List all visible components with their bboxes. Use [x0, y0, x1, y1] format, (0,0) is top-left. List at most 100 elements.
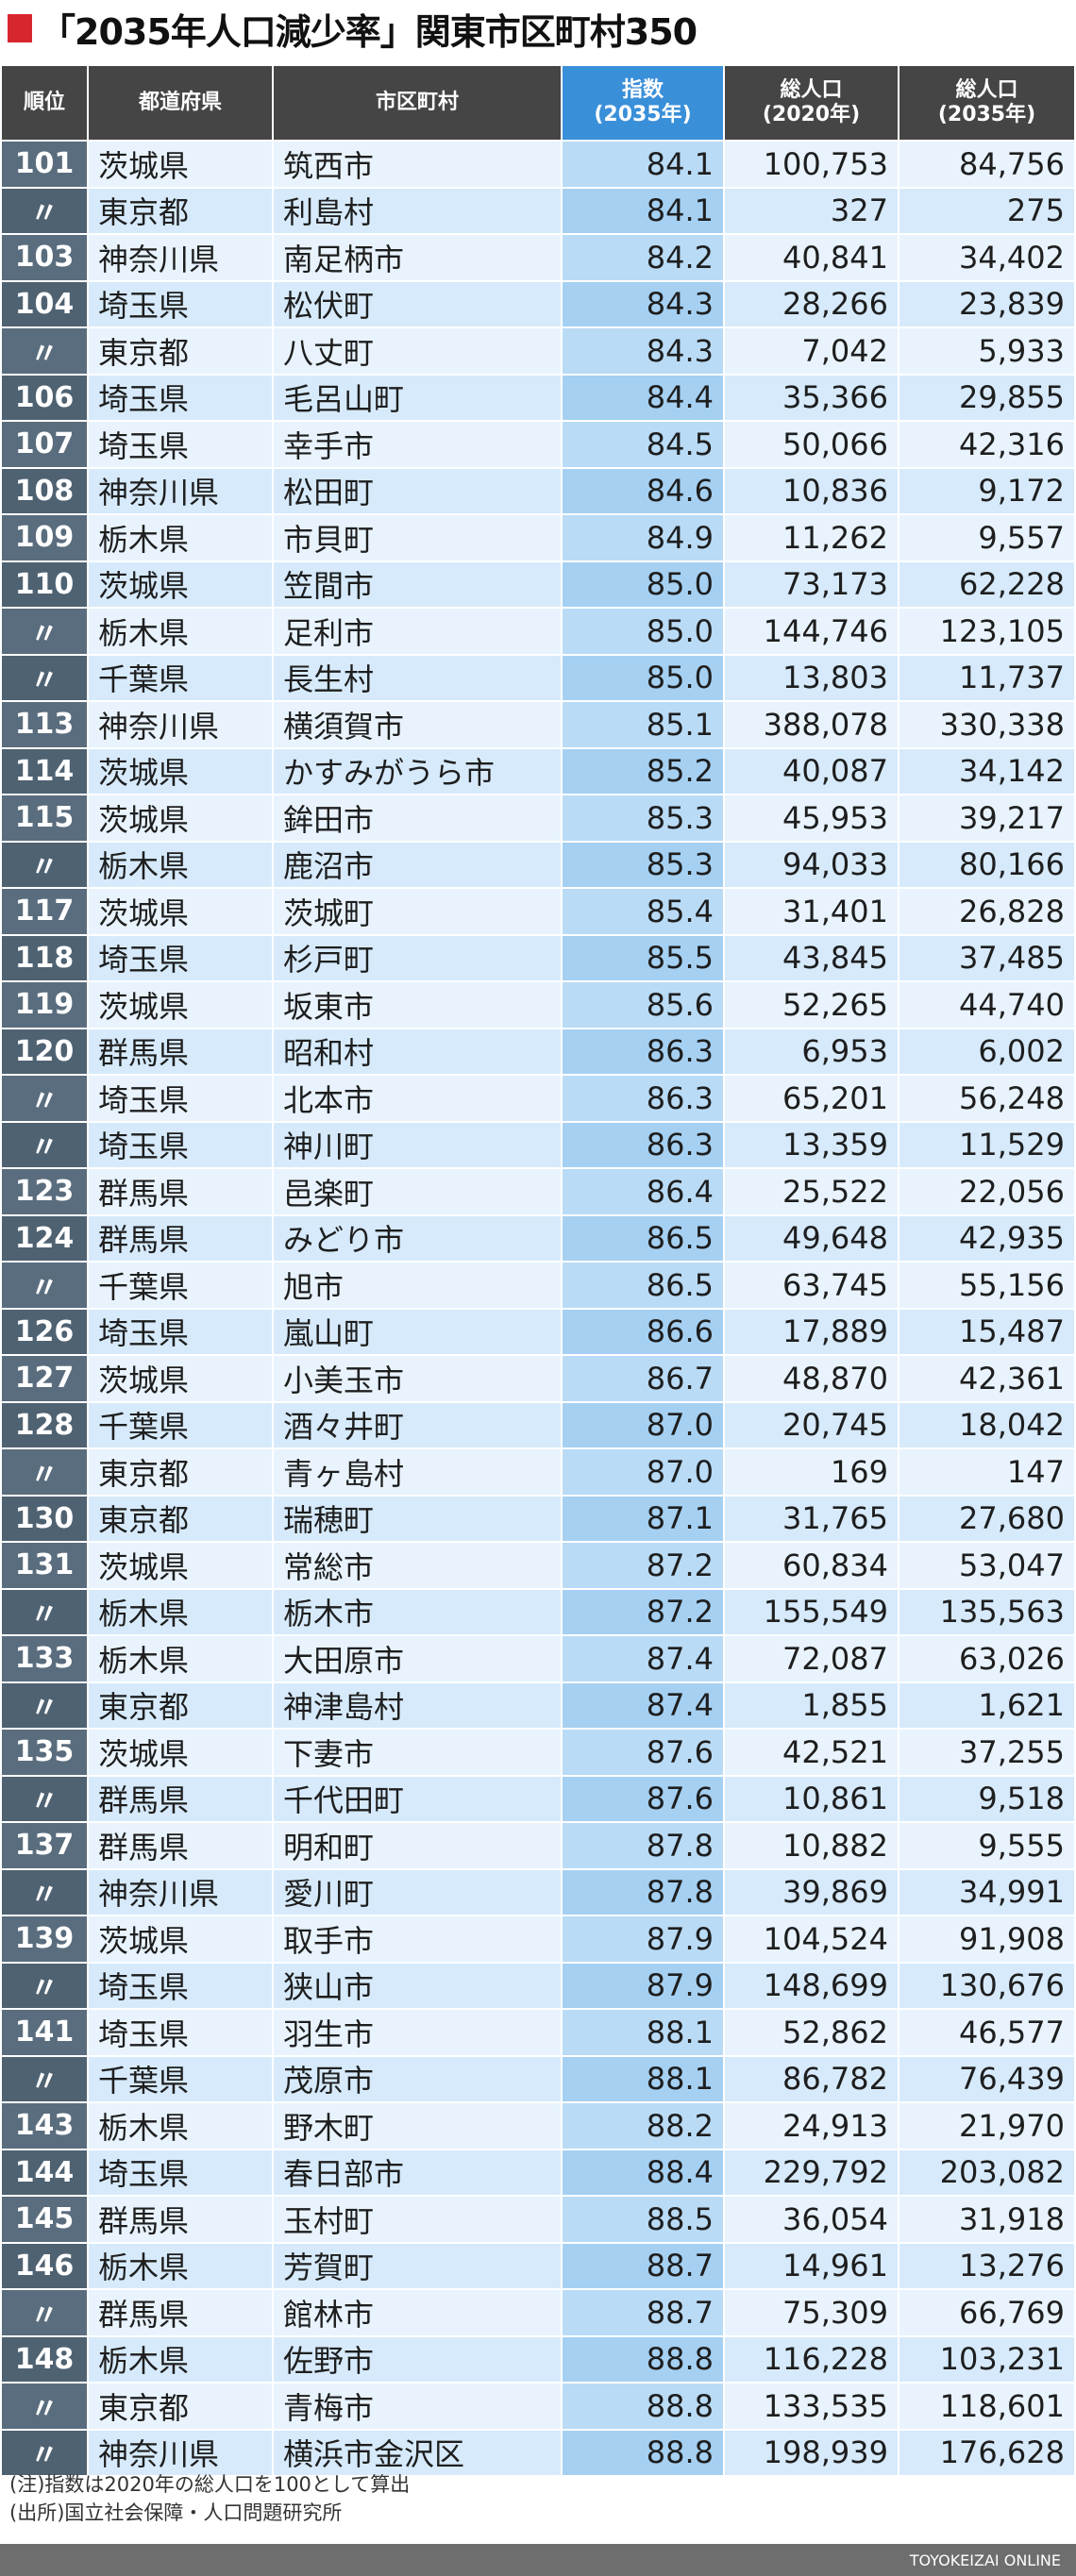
header-index-label: 指数 — [621, 78, 664, 102]
pop2035-cell: 6,002 — [899, 1029, 1074, 1076]
pop2020-cell: 1,855 — [725, 1682, 899, 1730]
pop2035-cell: 21,970 — [899, 2103, 1074, 2150]
table-row: 〃千葉県 旭市 86.5 63,745 55,156 — [2, 1263, 1074, 1310]
prefecture-cell: 群馬県 — [89, 2290, 274, 2337]
index-cell: 84.3 — [563, 281, 725, 328]
pop2020-cell: 155,549 — [725, 1589, 899, 1636]
prefecture-cell: 茨城県 — [89, 1356, 274, 1403]
table-row: 〃神奈川県 横浜市金沢区 88.8 198,939 176,628 — [2, 2430, 1074, 2477]
municipality-cell: 坂東市 — [274, 982, 563, 1029]
index-cell: 88.1 — [563, 2010, 725, 2057]
pop2035-cell: 330,338 — [899, 702, 1074, 749]
pop2020-cell: 104,524 — [725, 1916, 899, 1964]
pop2020-cell: 148,699 — [725, 1963, 899, 2010]
municipality-cell: 横浜市金沢区 — [274, 2430, 563, 2477]
municipality-cell: 笠間市 — [274, 561, 563, 609]
prefecture-cell: 埼玉県 — [89, 2149, 274, 2197]
table-row: 115 茨城県 鉾田市 85.3 45,953 39,217 — [2, 795, 1074, 843]
prefecture-cell: 群馬県 — [89, 2197, 274, 2244]
prefecture-cell: 茨城県 — [89, 1916, 274, 1964]
prefecture-cell: 栃木県 — [89, 2103, 274, 2150]
prefecture-cell: 茨城県 — [89, 1543, 274, 1590]
pop2035-cell: 130,676 — [899, 1963, 1074, 2010]
rank-cell: 〃 — [2, 1589, 89, 1636]
pop2035-cell: 23,839 — [899, 281, 1074, 328]
table-row: 〃東京都 青梅市 88.8 133,535 118,601 — [2, 2384, 1074, 2431]
rank-cell: 103 — [2, 235, 89, 282]
rank-cell: 〃 — [2, 1776, 89, 1823]
municipality-cell: 玉村町 — [274, 2197, 563, 2244]
pop2020-cell: 24,913 — [725, 2103, 899, 2150]
municipality-cell: 旭市 — [274, 1263, 563, 1310]
rank-cell: 〃 — [2, 1449, 89, 1497]
rank-cell: 101 — [2, 142, 89, 189]
index-cell: 84.2 — [563, 235, 725, 282]
pop2035-cell: 34,402 — [899, 235, 1074, 282]
index-cell: 84.9 — [563, 515, 725, 562]
table-row: 119 茨城県 坂東市 85.6 52,265 44,740 — [2, 982, 1074, 1029]
prefecture-cell: 群馬県 — [89, 1029, 274, 1076]
rank-cell: 〃 — [2, 1263, 89, 1310]
municipality-cell: 邑楽町 — [274, 1169, 563, 1216]
rank-cell: 126 — [2, 1309, 89, 1356]
index-cell: 86.7 — [563, 1356, 725, 1403]
pop2035-cell: 62,228 — [899, 561, 1074, 609]
index-cell: 85.5 — [563, 935, 725, 982]
rank-cell: 137 — [2, 1823, 89, 1870]
footer-bar: TOYOKEIZAI ONLINE — [0, 2544, 1076, 2576]
pop2020-cell: 43,845 — [725, 935, 899, 982]
header-index-year: (2035年) — [594, 103, 692, 126]
pop2020-cell: 94,033 — [725, 842, 899, 889]
prefecture-cell: 神奈川県 — [89, 468, 274, 515]
prefecture-cell: 群馬県 — [89, 1215, 274, 1263]
municipality-cell: 毛呂山町 — [274, 375, 563, 422]
rank-cell: 114 — [2, 748, 89, 795]
pop2020-cell: 31,765 — [725, 1496, 899, 1543]
pop2020-cell: 229,792 — [725, 2149, 899, 2197]
pop2020-cell: 116,228 — [725, 2336, 899, 2384]
pop2020-cell: 63,745 — [725, 1263, 899, 1310]
index-cell: 86.3 — [563, 1122, 725, 1169]
table-row: 123 群馬県 邑楽町 86.4 25,522 22,056 — [2, 1169, 1074, 1216]
pop2020-cell: 52,265 — [725, 982, 899, 1029]
pop2020-cell: 72,087 — [725, 1636, 899, 1683]
pop2020-cell: 75,309 — [725, 2290, 899, 2337]
index-cell: 85.3 — [563, 795, 725, 843]
ranking-table: 順位 都道府県 市区町村 指数 (2035年) 総人口 (2020年) 総人口 … — [2, 66, 1074, 2477]
municipality-cell: かすみがうら市 — [274, 748, 563, 795]
prefecture-cell: 栃木県 — [89, 1589, 274, 1636]
prefecture-cell: 千葉県 — [89, 655, 274, 702]
rank-cell: 141 — [2, 2010, 89, 2057]
pop2035-cell: 84,756 — [899, 142, 1074, 189]
table-row: 107 埼玉県 幸手市 84.5 50,066 42,316 — [2, 422, 1074, 469]
prefecture-cell: 東京都 — [89, 1496, 274, 1543]
pop2035-cell: 11,737 — [899, 655, 1074, 702]
index-cell: 88.4 — [563, 2149, 725, 2197]
pop2020-cell: 52,862 — [725, 2010, 899, 2057]
table-row: 〃群馬県 千代田町 87.6 10,861 9,518 — [2, 1776, 1074, 1823]
index-cell: 88.7 — [563, 2243, 725, 2290]
header-pop2020: 総人口 (2020年) — [725, 66, 899, 142]
rank-cell: 139 — [2, 1916, 89, 1964]
prefecture-cell: 東京都 — [89, 1682, 274, 1730]
rank-cell: 118 — [2, 935, 89, 982]
prefecture-cell: 神奈川県 — [89, 2430, 274, 2477]
table-row: 133 栃木県 大田原市 87.4 72,087 63,026 — [2, 1636, 1074, 1683]
pop2020-cell: 28,266 — [725, 281, 899, 328]
rank-cell: 106 — [2, 375, 89, 422]
table-row: 128 千葉県 酒々井町 87.0 20,745 18,042 — [2, 1402, 1074, 1449]
pop2020-cell: 7,042 — [725, 328, 899, 376]
prefecture-cell: 茨城県 — [89, 1730, 274, 1777]
rank-cell: 115 — [2, 795, 89, 843]
prefecture-cell: 茨城県 — [89, 142, 274, 189]
pop2035-cell: 176,628 — [899, 2430, 1074, 2477]
rank-cell: 〃 — [2, 842, 89, 889]
municipality-cell: 茂原市 — [274, 2056, 563, 2103]
pop2035-cell: 22,056 — [899, 1169, 1074, 1216]
municipality-cell: 幸手市 — [274, 422, 563, 469]
table-row: 103 神奈川県 南足柄市 84.2 40,841 34,402 — [2, 235, 1074, 282]
municipality-cell: 利島村 — [274, 188, 563, 235]
pop2035-cell: 42,316 — [899, 422, 1074, 469]
index-cell: 87.6 — [563, 1730, 725, 1777]
table-row: 〃埼玉県 神川町 86.3 13,359 11,529 — [2, 1122, 1074, 1169]
